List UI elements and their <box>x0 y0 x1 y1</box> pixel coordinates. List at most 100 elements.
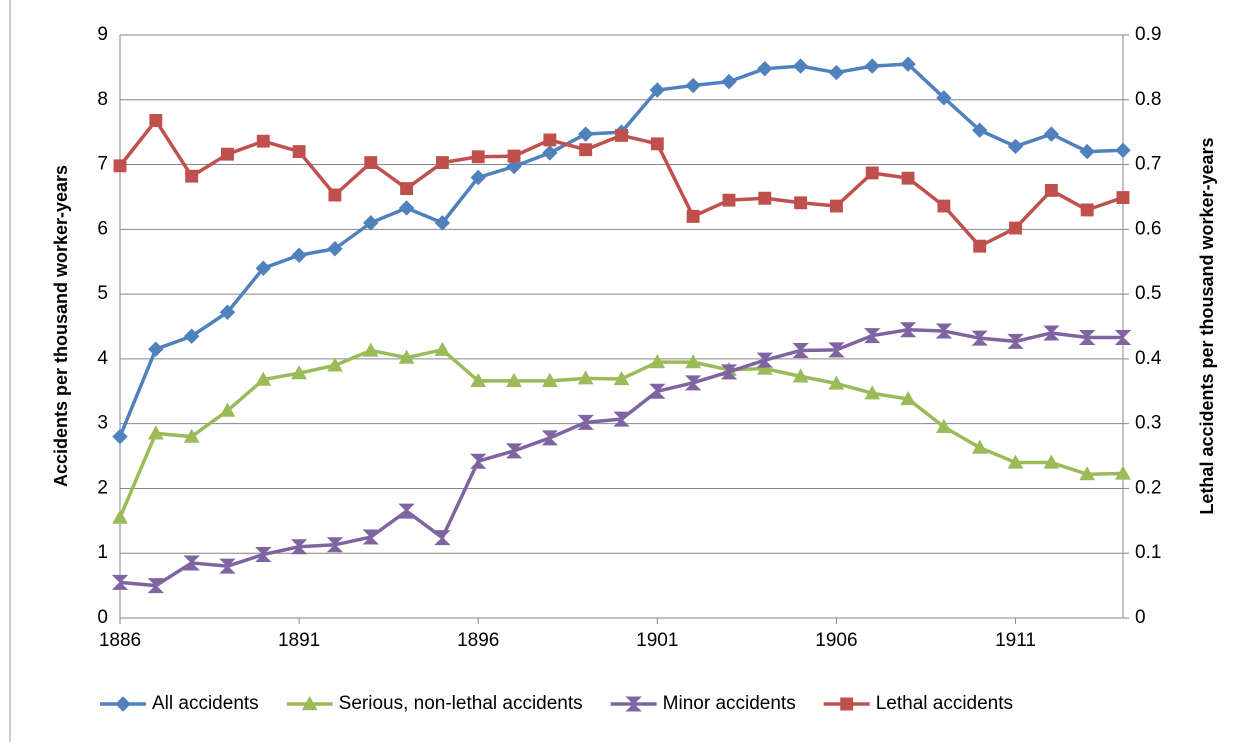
marker <box>147 425 164 440</box>
marker <box>434 530 451 546</box>
marker <box>1115 465 1131 480</box>
marker <box>398 349 415 364</box>
marker <box>577 126 594 142</box>
marker <box>613 411 630 427</box>
marker <box>292 145 306 159</box>
marker <box>505 443 523 459</box>
marker <box>685 354 701 369</box>
marker <box>865 166 879 180</box>
y2-tick-label: 0.1 <box>1135 542 1161 563</box>
marker <box>792 342 809 358</box>
marker <box>255 371 272 386</box>
marker <box>720 364 738 380</box>
marker <box>113 159 127 173</box>
marker <box>112 428 128 445</box>
marker <box>1043 126 1060 142</box>
marker <box>936 90 952 106</box>
marker <box>1009 221 1022 235</box>
marker <box>829 199 843 213</box>
marker <box>149 114 163 127</box>
x-tick-label: 1886 <box>99 630 141 651</box>
x-tick-label: 1896 <box>457 630 499 651</box>
marker <box>864 58 880 74</box>
marker <box>864 385 881 400</box>
marker <box>973 239 987 253</box>
marker <box>507 149 521 163</box>
marker <box>543 133 557 147</box>
marker <box>291 247 307 263</box>
marker <box>290 539 308 555</box>
x-tick-label: 1901 <box>636 630 678 651</box>
marker <box>971 439 988 454</box>
marker <box>398 503 415 519</box>
marker <box>840 697 854 711</box>
marker <box>506 158 522 175</box>
y2-axis-title: Lethal accidents per thousand worker-yea… <box>1197 137 1217 514</box>
marker <box>757 60 773 77</box>
marker <box>1079 466 1096 481</box>
marker <box>721 73 737 90</box>
marker <box>900 56 916 72</box>
marker <box>828 342 845 358</box>
marker <box>542 372 558 388</box>
marker <box>577 414 594 430</box>
marker <box>936 418 952 434</box>
marker <box>1043 325 1060 341</box>
marker <box>1080 203 1094 217</box>
marker <box>899 322 917 338</box>
marker <box>722 193 736 207</box>
marker <box>328 188 342 202</box>
marker <box>256 134 270 148</box>
marker <box>686 209 700 223</box>
marker <box>434 341 451 356</box>
marker <box>364 156 378 170</box>
marker <box>1007 333 1024 349</box>
marker <box>362 529 379 545</box>
y2-tick-label: 0.4 <box>1135 348 1162 369</box>
marker <box>183 428 200 443</box>
y2-tick-label: 0.6 <box>1135 218 1161 239</box>
marker <box>613 370 630 386</box>
marker <box>112 509 128 524</box>
marker <box>148 341 164 357</box>
marker <box>650 137 664 151</box>
marker <box>794 196 808 210</box>
marker <box>649 383 666 399</box>
marker <box>1078 330 1096 346</box>
marker <box>291 365 307 380</box>
marker <box>625 696 642 712</box>
marker <box>219 304 236 320</box>
marker <box>219 558 236 574</box>
marker <box>435 156 449 170</box>
marker <box>649 354 666 369</box>
marker <box>685 77 701 94</box>
marker <box>1007 138 1024 155</box>
marker <box>363 215 379 231</box>
marker <box>219 402 236 417</box>
y2-tick-label: 0.8 <box>1135 89 1161 110</box>
y2-tick-label: 0.7 <box>1135 154 1161 175</box>
marker <box>255 547 272 563</box>
marker <box>183 328 200 344</box>
y-tick-label: 7 <box>97 154 108 175</box>
y2-tick-label: 0.3 <box>1135 413 1161 434</box>
marker <box>1115 142 1131 159</box>
marker <box>756 352 773 368</box>
marker <box>972 122 988 138</box>
y-tick-label: 3 <box>97 413 108 434</box>
y-tick-label: 9 <box>97 24 108 45</box>
marker <box>756 360 773 375</box>
marker <box>577 370 594 385</box>
marker <box>400 182 414 195</box>
marker <box>1116 191 1130 205</box>
y2-tick-label: 0.9 <box>1135 24 1161 45</box>
marker <box>935 323 953 339</box>
marker <box>470 453 487 469</box>
marker <box>900 391 916 406</box>
y2-tick-label: 0.5 <box>1135 283 1161 304</box>
marker <box>1114 330 1132 346</box>
marker <box>828 375 845 390</box>
y-tick-label: 8 <box>97 89 108 110</box>
y-tick-label: 1 <box>97 542 108 563</box>
